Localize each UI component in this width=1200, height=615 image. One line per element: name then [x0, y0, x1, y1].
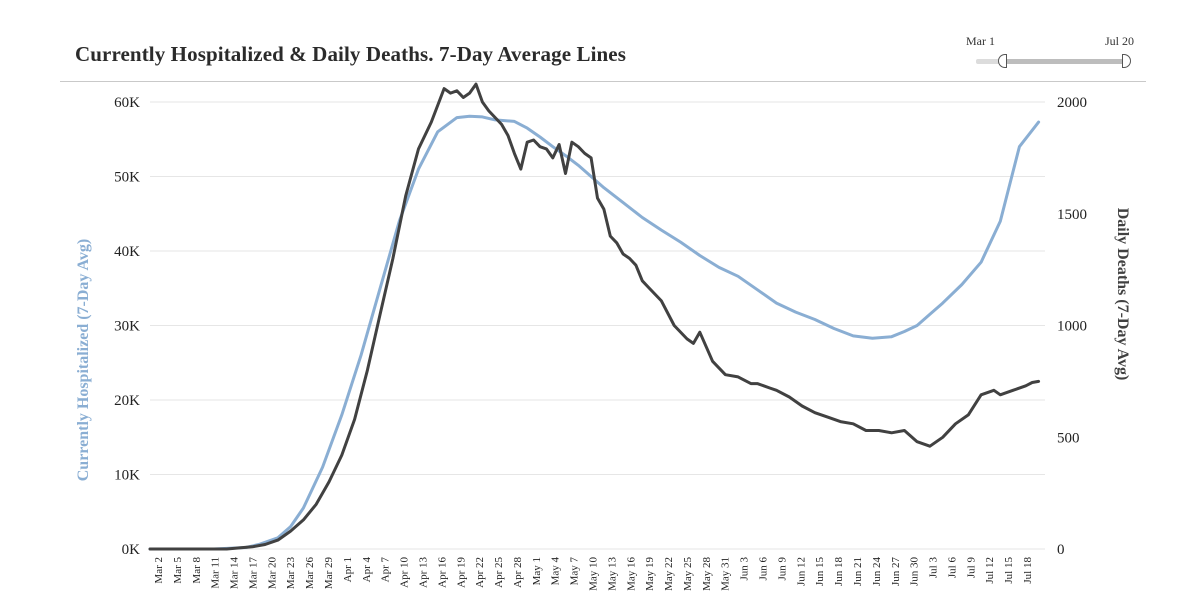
hospitalized-line — [148, 114, 1041, 551]
x-tick-label: Mar 14 — [229, 557, 241, 590]
grid-lines — [150, 101, 1045, 550]
x-tick-label: May 10 — [588, 557, 600, 591]
x-tick-label: Mar 2 — [153, 557, 165, 584]
x-tick-label: Apr 28 — [512, 557, 524, 588]
slider-end-handle[interactable] — [1122, 54, 1131, 68]
x-tick-label: Mar 17 — [247, 557, 259, 590]
left-axis-title: Currently Hospitalized (7-Day Avg) — [75, 239, 92, 482]
x-tick-label: Apr 19 — [455, 557, 467, 588]
x-tick-label: Apr 25 — [493, 557, 505, 588]
x-tick-label: Jun 3 — [739, 557, 751, 581]
slider-start-handle[interactable] — [998, 54, 1007, 68]
series-lines — [148, 82, 1041, 551]
x-tick-label: Apr 13 — [417, 557, 429, 588]
left-tick-label: 30K — [114, 319, 140, 335]
x-tick-label: Mar 11 — [210, 557, 222, 589]
right-tick-label: 1500 — [1057, 207, 1087, 223]
x-tick-label: Apr 10 — [399, 557, 411, 588]
left-tick-label: 10K — [114, 468, 140, 484]
x-tick-label: Jun 30 — [909, 557, 921, 587]
x-tick-label: Mar 8 — [191, 557, 203, 584]
right-tick-label: 1000 — [1057, 319, 1087, 335]
x-tick-label: Jun 18 — [833, 557, 845, 587]
x-tick-label: Mar 23 — [285, 557, 297, 590]
x-tick-label: Jul 6 — [946, 557, 958, 579]
left-tick-label: 40K — [114, 244, 140, 260]
left-tick-label: 50K — [114, 170, 140, 186]
x-tick-label: Mar 29 — [323, 557, 335, 590]
x-tick-label: Mar 26 — [304, 557, 316, 590]
x-tick-label: Apr 7 — [380, 557, 392, 583]
x-tick-label: Jun 6 — [758, 557, 770, 581]
slider-start-label: Mar 1 — [966, 34, 995, 48]
x-tick-label: Jul 12 — [984, 557, 996, 584]
x-tick-label: May 7 — [569, 557, 581, 586]
x-tick-label: Apr 1 — [342, 557, 354, 582]
x-tick-label: May 28 — [701, 557, 713, 591]
right-tick-label: 0 — [1057, 542, 1065, 558]
x-tick-label: Jun 9 — [776, 557, 788, 581]
x-tick-label: Jul 3 — [928, 557, 940, 579]
left-tick-label: 0K — [122, 542, 141, 558]
x-tick-label: Apr 22 — [474, 557, 486, 588]
x-tick-label: May 22 — [663, 557, 675, 591]
right-axis-title: Daily Deaths (7-Day Avg) — [1114, 208, 1131, 381]
date-range-slider[interactable]: Mar 1 Jul 20 — [960, 30, 1140, 74]
right-tick-label: 2000 — [1057, 95, 1087, 111]
x-tick-label: Mar 20 — [266, 557, 278, 590]
slider-selected-range — [1000, 59, 1124, 64]
x-tick-label: Jun 27 — [890, 557, 902, 587]
x-tick-label: Jul 9 — [965, 557, 977, 579]
title-divider — [60, 81, 1146, 82]
x-tick-label: Apr 16 — [436, 557, 448, 588]
x-tick-label: May 13 — [606, 557, 618, 591]
x-tick-label: May 4 — [550, 557, 562, 586]
x-tick-label: Jun 21 — [852, 557, 864, 586]
right-axis-ticks: 0 500 1000 1500 2000 — [1057, 95, 1087, 558]
x-tick-label: Jul 18 — [1022, 557, 1034, 584]
left-tick-label: 20K — [114, 393, 140, 409]
x-tick-label: May 1 — [531, 557, 543, 585]
left-tick-label: 60K — [114, 95, 140, 111]
x-tick-label: Jun 15 — [814, 557, 826, 587]
chart-title: Currently Hospitalized & Daily Deaths. 7… — [75, 42, 626, 66]
daily-deaths-line — [148, 82, 1041, 551]
x-tick-label: May 25 — [682, 557, 694, 591]
x-tick-label: May 19 — [644, 557, 656, 591]
right-tick-label: 500 — [1057, 430, 1080, 446]
x-tick-label: Jul 15 — [1003, 557, 1015, 584]
x-tick-label: Jun 24 — [871, 557, 883, 587]
x-tick-label: May 31 — [720, 557, 732, 591]
x-tick-label: Mar 5 — [172, 557, 184, 584]
x-tick-label: Jun 12 — [795, 557, 807, 586]
x-tick-label: May 16 — [625, 557, 637, 591]
left-axis-ticks: 0K 10K 20K 30K 40K 50K 60K — [114, 95, 140, 558]
x-tick-label: Apr 4 — [361, 557, 373, 583]
slider-end-label: Jul 20 — [1104, 34, 1134, 48]
x-axis-ticks: Mar 2 Mar 5 Mar 8 Mar 11 Mar 14 Mar 17 Mar 20 M… — [153, 557, 1034, 591]
